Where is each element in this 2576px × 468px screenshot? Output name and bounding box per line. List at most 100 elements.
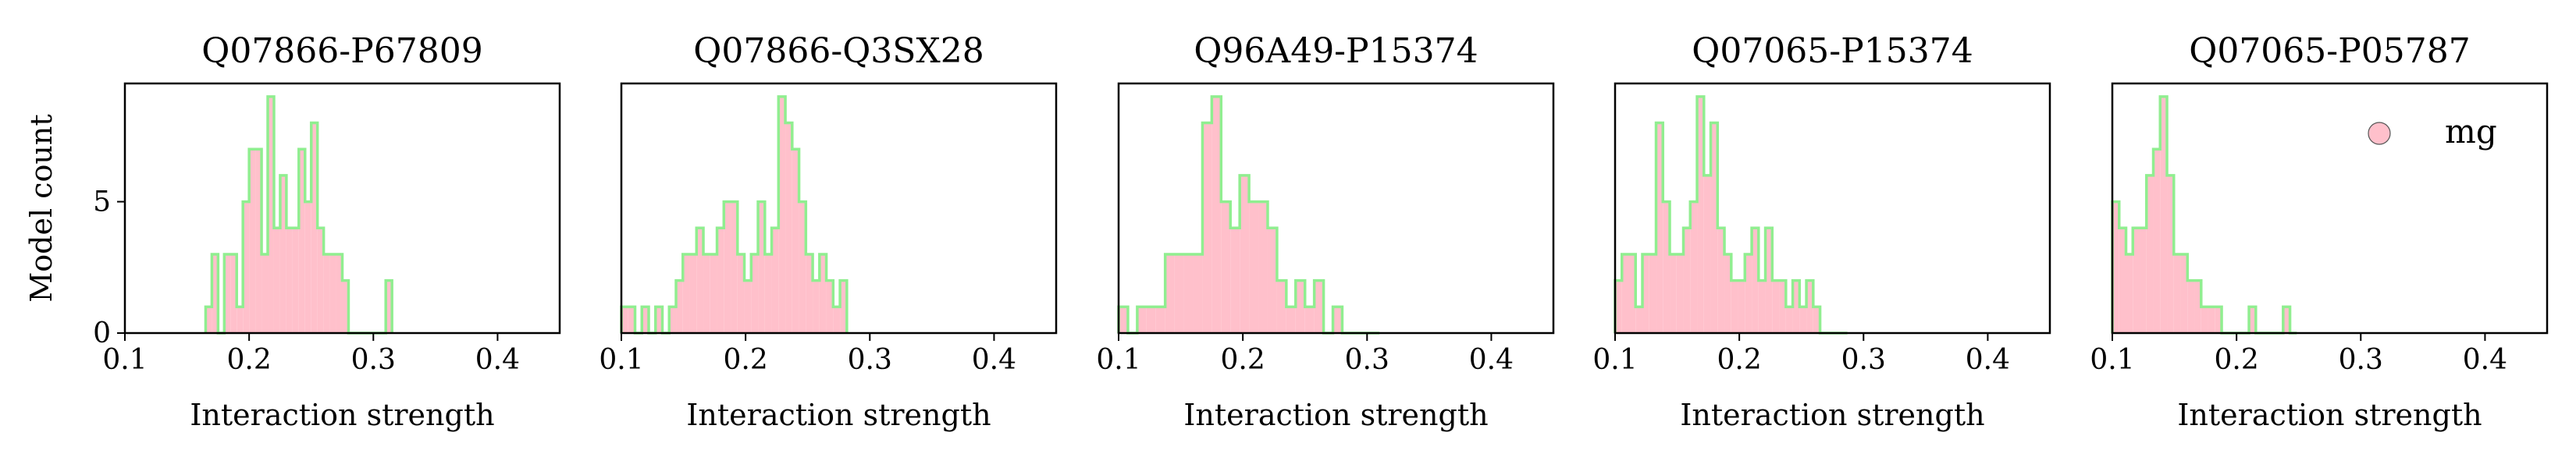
axes-frame bbox=[1117, 82, 1555, 335]
histogram-bar bbox=[813, 280, 820, 333]
histogram-bars bbox=[1119, 96, 1343, 334]
histogram-bar bbox=[628, 307, 635, 333]
histogram-bar bbox=[785, 122, 792, 334]
histogram-bar bbox=[268, 96, 274, 333]
histogram-bar bbox=[1806, 280, 1813, 333]
histogram-bar bbox=[1745, 254, 1752, 333]
x-tick-label: 0.3 bbox=[1345, 344, 1389, 376]
legend-marker bbox=[2368, 122, 2391, 145]
x-tick-label: 0.1 bbox=[599, 344, 643, 376]
histogram-bar bbox=[386, 280, 393, 333]
chart-title: Q07065-P15374 bbox=[1692, 31, 1973, 71]
histogram-bar bbox=[1230, 228, 1240, 333]
histogram-bar bbox=[1765, 228, 1773, 333]
histogram-bar bbox=[1710, 122, 1718, 334]
x-tick-label: 0.1 bbox=[102, 344, 147, 376]
histogram-bars bbox=[1615, 96, 1820, 334]
histogram-bar bbox=[1724, 254, 1731, 333]
histogram-bar bbox=[1137, 307, 1147, 333]
x-tick-label: 0.4 bbox=[2463, 344, 2507, 376]
x-tick-label: 0.4 bbox=[1966, 344, 2010, 376]
histogram-bar bbox=[682, 254, 690, 333]
x-tick-label: 0.2 bbox=[227, 344, 272, 376]
x-tick-label: 0.3 bbox=[848, 344, 892, 376]
x-axis-label: Interaction strength bbox=[190, 398, 494, 432]
x-tick-label: 0.1 bbox=[1096, 344, 1140, 376]
histogram-bar bbox=[1119, 307, 1128, 333]
x-tick-label: 0.1 bbox=[2090, 344, 2134, 376]
histogram-bar bbox=[1792, 280, 1800, 333]
chart-title: Q96A49-P15374 bbox=[1194, 31, 1478, 71]
histogram-bar bbox=[1276, 280, 1286, 333]
histogram-bar bbox=[799, 201, 806, 333]
histogram-bar bbox=[1663, 201, 1670, 333]
histogram-bar bbox=[764, 254, 772, 333]
histogram-bar bbox=[205, 307, 212, 333]
histogram-bar bbox=[1635, 307, 1643, 333]
histogram-bar bbox=[689, 254, 697, 333]
histogram-bar bbox=[717, 228, 724, 333]
x-axis-label: Interaction strength bbox=[2177, 398, 2482, 432]
histogram-bar bbox=[255, 149, 262, 333]
x-tick-label: 0.4 bbox=[972, 344, 1016, 376]
histogram-bar bbox=[2187, 280, 2195, 333]
histogram-bar bbox=[1304, 307, 1315, 333]
histogram-bar bbox=[833, 307, 841, 333]
histogram-bar bbox=[703, 254, 710, 333]
histogram-bar bbox=[1146, 307, 1156, 333]
histogram-bar bbox=[710, 254, 717, 333]
histogram-outline bbox=[620, 95, 849, 335]
histogram-bar bbox=[1212, 96, 1222, 333]
histogram-bar bbox=[298, 149, 305, 333]
histogram-bar bbox=[237, 307, 244, 333]
y-tick-label: 5 bbox=[93, 186, 111, 218]
x-axis-label: Interaction strength bbox=[1680, 398, 1984, 432]
histogram-bar bbox=[806, 254, 813, 333]
histogram-bar bbox=[1779, 280, 1786, 333]
chart-panel: 0.1 0.2 0.3 0.4 Q96A49-P15374 Interaction str… bbox=[1096, 31, 1555, 432]
histogram-bar bbox=[243, 201, 250, 333]
x-tick-label: 0.2 bbox=[1221, 344, 1265, 376]
histogram-bar bbox=[279, 175, 286, 333]
histogram-bar bbox=[2140, 228, 2147, 333]
histogram-bar bbox=[737, 254, 745, 333]
histogram-bar bbox=[1221, 201, 1231, 333]
histogram-bar bbox=[249, 149, 256, 333]
histogram-bars bbox=[205, 96, 393, 334]
histogram-bar bbox=[1772, 280, 1780, 333]
histogram-bar bbox=[2208, 307, 2215, 333]
histogram-bar bbox=[778, 96, 786, 333]
chart-title: Q07065-P05787 bbox=[2189, 31, 2471, 71]
histogram-bar bbox=[696, 228, 704, 333]
legend: mg bbox=[2368, 112, 2497, 151]
histogram-bar bbox=[1656, 122, 1663, 334]
histogram-bar bbox=[1690, 201, 1698, 333]
histogram-bar bbox=[1799, 307, 1807, 333]
axes-frame bbox=[123, 82, 561, 335]
histogram-bar bbox=[1628, 254, 1636, 333]
histogram-bar bbox=[329, 254, 336, 333]
legend-label: mg bbox=[2445, 112, 2497, 151]
histogram-bar bbox=[1731, 280, 1738, 333]
histogram-bar bbox=[1295, 280, 1305, 333]
histogram-bar bbox=[1174, 254, 1184, 333]
histogram-bar bbox=[724, 201, 731, 333]
x-tick-label: 0.4 bbox=[475, 344, 520, 376]
histogram-bar bbox=[1703, 175, 1711, 333]
histogram-bar bbox=[1683, 228, 1691, 333]
chart-panel: 0.1 0.2 0.3 0.4 Q07065-P15374 Interaction str… bbox=[1592, 31, 2051, 432]
x-tick-label: 0.2 bbox=[2215, 344, 2259, 376]
histogram-bar bbox=[262, 254, 269, 333]
histogram-bar bbox=[819, 254, 827, 333]
histogram-bars bbox=[621, 96, 847, 334]
histogram-bar bbox=[792, 149, 799, 333]
histogram-bar bbox=[655, 307, 663, 333]
histogram-bar bbox=[224, 254, 231, 333]
histogram-bar bbox=[1183, 254, 1194, 333]
x-tick-label: 0.1 bbox=[1592, 344, 1637, 376]
histogram-bar bbox=[1286, 307, 1296, 333]
axes-frame bbox=[620, 82, 1058, 335]
histogram-bar bbox=[2133, 228, 2140, 333]
histogram-bar bbox=[669, 307, 677, 333]
